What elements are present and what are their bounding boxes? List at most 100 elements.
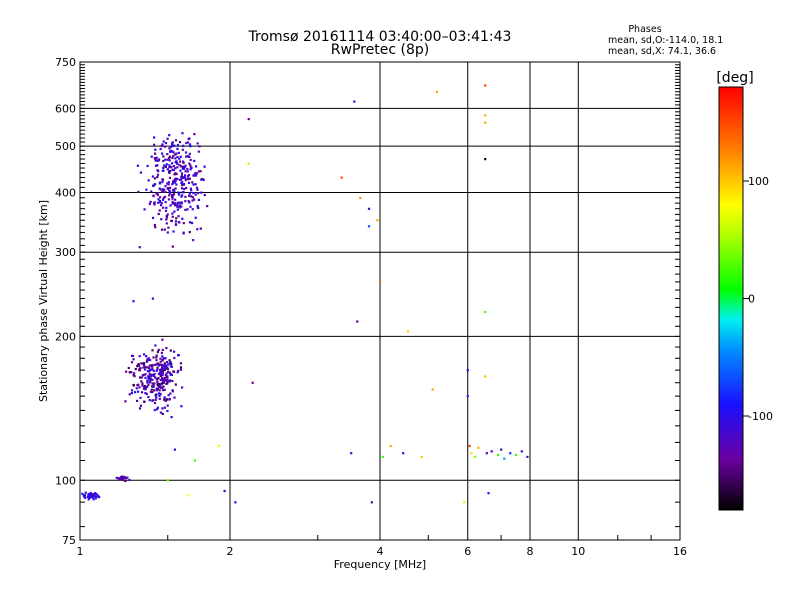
data-point <box>184 176 187 180</box>
data-point <box>136 164 139 167</box>
data-point <box>139 171 142 174</box>
data-point <box>141 382 144 385</box>
data-point <box>168 192 172 195</box>
data-point <box>161 338 164 341</box>
data-point <box>134 368 137 371</box>
data-point <box>176 205 179 208</box>
data-point <box>189 158 192 161</box>
data-point <box>188 192 191 195</box>
data-point <box>143 387 146 390</box>
data-point <box>138 246 141 249</box>
data-point <box>161 169 164 172</box>
data-point <box>161 376 164 380</box>
data-point <box>165 206 168 209</box>
data-point <box>389 444 392 448</box>
data-point <box>163 362 166 365</box>
data-point <box>178 141 182 144</box>
data-point <box>163 367 166 370</box>
data-point <box>169 190 172 193</box>
data-point <box>170 416 173 419</box>
data-point <box>176 203 179 206</box>
data-point <box>161 198 165 201</box>
data-point <box>174 172 177 175</box>
data-point <box>187 181 191 184</box>
data-point <box>142 362 146 365</box>
data-point <box>139 396 142 399</box>
data-point <box>199 227 202 230</box>
data-point <box>82 494 85 497</box>
data-point <box>158 389 161 392</box>
colorbar-tick-label: 100 <box>748 175 769 188</box>
data-point <box>155 156 158 159</box>
data-point <box>143 353 146 356</box>
data-point <box>193 133 196 136</box>
data-point <box>191 181 194 184</box>
data-point <box>94 497 97 500</box>
data-point <box>115 476 118 479</box>
data-point <box>484 158 487 161</box>
data-point <box>169 204 172 207</box>
data-point <box>143 208 146 211</box>
data-point <box>146 164 149 168</box>
data-point <box>154 148 157 151</box>
data-point <box>173 202 176 205</box>
data-point <box>151 175 154 178</box>
data-point <box>484 375 487 378</box>
data-point <box>179 366 183 369</box>
data-point <box>353 100 356 103</box>
data-point <box>142 364 146 367</box>
data-point <box>167 394 170 397</box>
data-point <box>484 310 487 314</box>
x-tick-label: 10 <box>571 545 585 558</box>
data-point <box>172 169 175 172</box>
data-point <box>151 297 154 300</box>
data-point <box>132 383 135 387</box>
data-points <box>81 84 529 504</box>
data-point <box>127 366 130 370</box>
data-point <box>172 188 175 191</box>
data-point <box>171 390 174 393</box>
stats-heading: Phases <box>628 24 661 35</box>
data-point <box>192 239 195 242</box>
data-point <box>161 180 164 184</box>
data-point <box>174 198 177 201</box>
data-point <box>170 365 173 368</box>
data-point <box>174 139 178 142</box>
data-point <box>164 399 167 403</box>
data-point <box>152 384 155 387</box>
data-point <box>171 142 174 145</box>
data-point <box>89 491 92 495</box>
data-point <box>137 390 140 393</box>
data-point <box>173 181 176 184</box>
data-point <box>165 346 168 350</box>
data-point <box>89 493 92 496</box>
colorbar <box>719 87 743 510</box>
data-point <box>190 166 193 169</box>
data-point <box>367 207 371 210</box>
data-point <box>196 142 199 145</box>
data-point <box>166 187 169 190</box>
data-point <box>166 409 169 413</box>
data-point <box>174 220 177 223</box>
data-point <box>166 479 169 482</box>
data-point <box>157 377 160 380</box>
x-tick-label: 16 <box>673 545 687 558</box>
data-point <box>194 174 198 177</box>
data-point <box>435 90 438 93</box>
data-point <box>147 395 150 399</box>
data-point <box>150 388 153 391</box>
data-point <box>149 368 152 371</box>
data-point <box>148 399 151 402</box>
data-point <box>206 205 209 208</box>
data-point <box>130 392 133 395</box>
data-point <box>159 385 162 388</box>
data-point <box>156 164 159 167</box>
data-point <box>165 163 168 166</box>
data-point <box>186 141 190 144</box>
data-point <box>167 371 170 374</box>
data-point <box>174 157 177 160</box>
data-point <box>186 170 189 173</box>
data-point <box>124 400 127 403</box>
data-point <box>164 209 168 212</box>
data-point <box>147 375 150 378</box>
